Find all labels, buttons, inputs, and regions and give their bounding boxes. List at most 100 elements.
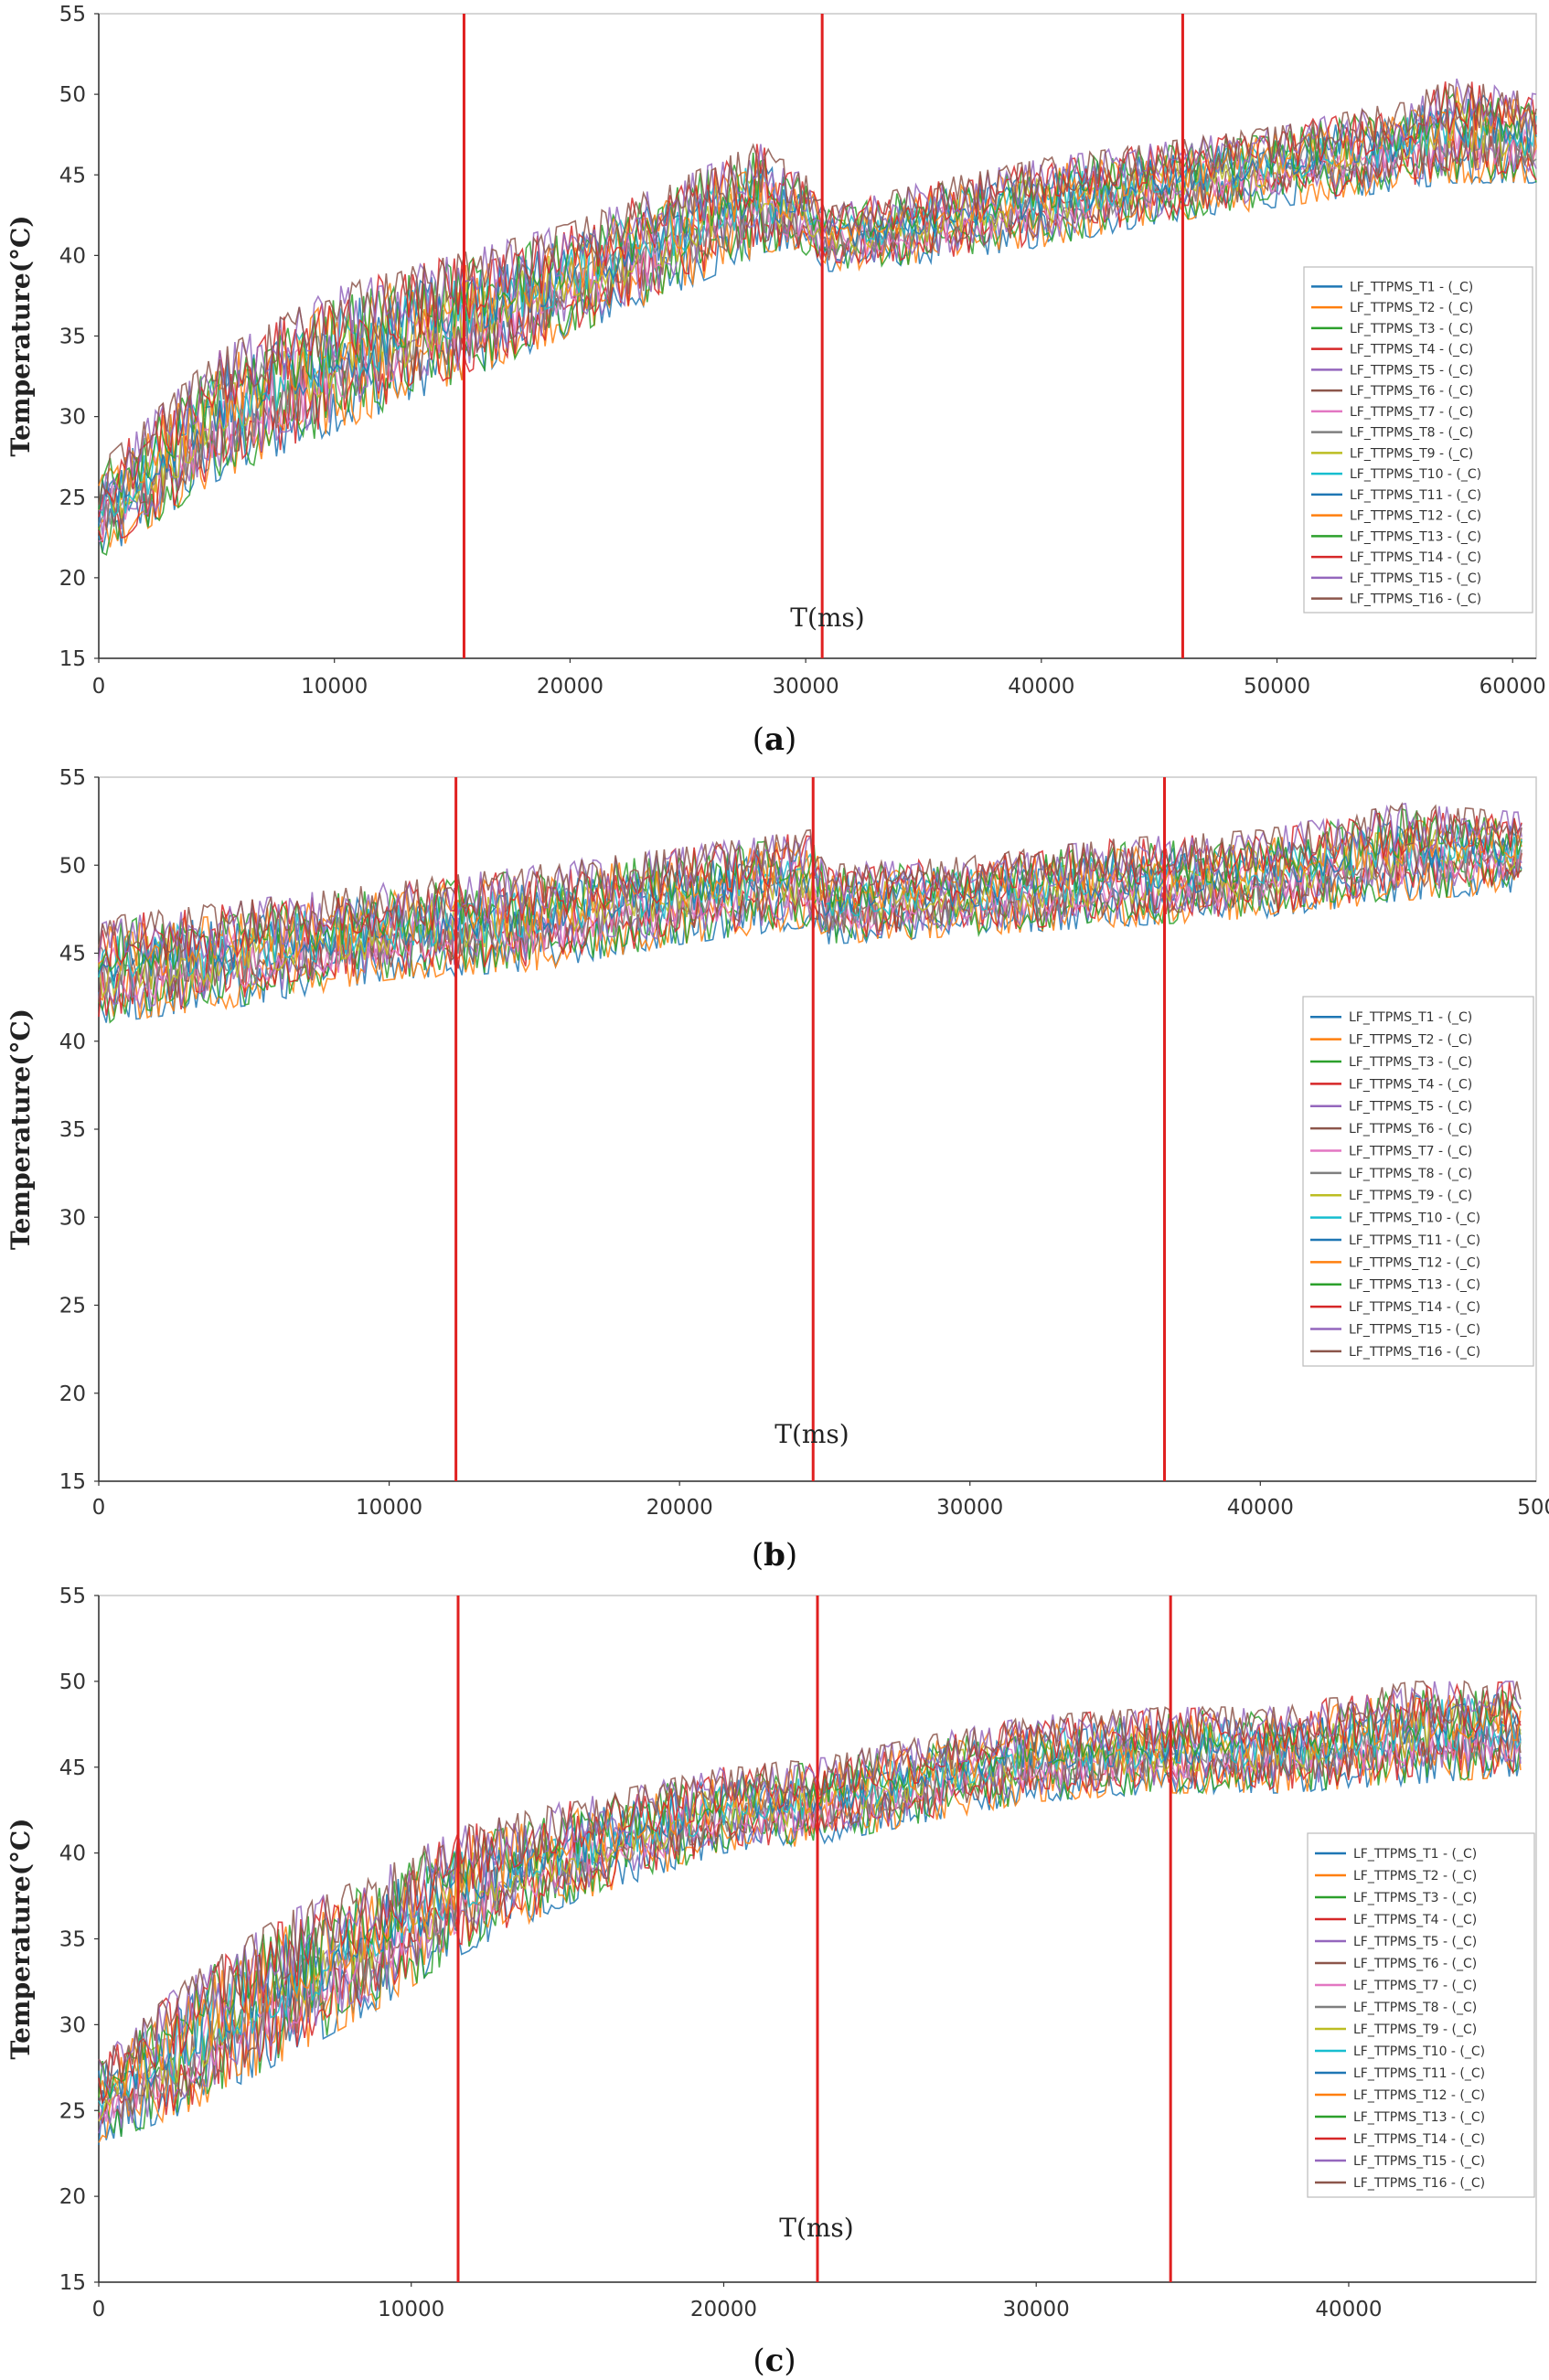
legend: LF_TTPMS_T1 - (_C) LF_TTPMS_T2 - (_C) LF_T…	[1302, 996, 1534, 1367]
legend-entry-label: LF_TTPMS_T5 - (_C)	[1349, 1100, 1472, 1115]
legend-box	[1303, 266, 1533, 614]
legend-entry-label: LF_TTPMS_T1 - (_C)	[1353, 1847, 1477, 1862]
y-tick-label: 45	[59, 943, 86, 966]
legend-entry-label: LF_TTPMS_T3 - (_C)	[1350, 322, 1473, 336]
panel-c-chart: 15 20 25 30 35 40 45 50 55 0 10000 20000 30000 40000 T…	[5, 1585, 1537, 2379]
legend-entry-label: LF_TTPMS_T2 - (_C)	[1350, 301, 1473, 315]
y-tick-label: 40	[59, 1030, 86, 1054]
legend-box	[1307, 1832, 1535, 2198]
legend-entry-label: LF_TTPMS_T10 - (_C)	[1350, 467, 1481, 482]
y-tick-label: 30	[59, 2013, 86, 2037]
x-tick-label: 30000	[1003, 2298, 1070, 2321]
x-axis-label: T(ms)	[790, 603, 864, 633]
y-tick-label: 35	[59, 1928, 86, 1952]
series-line-15	[98, 1681, 1522, 2092]
legend-entry-label: LF_TTPMS_T3 - (_C)	[1353, 1891, 1477, 1905]
legend-entry-label: LF_TTPMS_T6 - (_C)	[1350, 384, 1473, 399]
legend-entry-label: LF_TTPMS_T15 - (_C)	[1353, 2154, 1485, 2169]
legend-entry-label: LF_TTPMS_T16 - (_C)	[1349, 1345, 1480, 1360]
x-tick-label: 60000	[1480, 675, 1546, 699]
y-tick-label: 15	[59, 2271, 86, 2295]
legend-entry-label: LF_TTPMS_T1 - (_C)	[1349, 1010, 1472, 1025]
series-line-11	[98, 1692, 1522, 2105]
x-tick-label: 40000	[1227, 1496, 1294, 1520]
y-tick-label: 20	[59, 2185, 86, 2209]
legend: LF_TTPMS_T1 - (_C) LF_TTPMS_T2 - (_C) LF_T…	[1303, 266, 1533, 614]
legend-entry-label: LF_TTPMS_T16 - (_C)	[1350, 592, 1481, 607]
legend-entry-label: LF_TTPMS_T14 - (_C)	[1353, 2132, 1485, 2147]
series-line-16	[98, 1680, 1522, 2088]
legend-entry-label: LF_TTPMS_T9 - (_C)	[1353, 2022, 1477, 2037]
legend-entry-label: LF_TTPMS_T13 - (_C)	[1353, 2110, 1485, 2125]
legend-entry-label: LF_TTPMS_T14 - (_C)	[1350, 550, 1481, 565]
legend-entry-label: LF_TTPMS_T4 - (_C)	[1350, 343, 1473, 358]
series-group	[98, 1680, 1522, 2145]
y-tick-label: 25	[59, 1295, 86, 1318]
y-tick-label: 20	[59, 1382, 86, 1406]
legend: LF_TTPMS_T1 - (_C) LF_TTPMS_T2 - (_C) LF_T…	[1307, 1832, 1535, 2198]
y-tick-label: 25	[59, 486, 86, 510]
y-tick-label: 35	[59, 326, 86, 349]
x-tick-label: 50000	[1517, 1496, 1549, 1520]
legend-entry-label: LF_TTPMS_T14 - (_C)	[1349, 1300, 1480, 1315]
legend-entry-label: LF_TTPMS_T6 - (_C)	[1349, 1122, 1472, 1137]
legend-entry-label: LF_TTPMS_T5 - (_C)	[1350, 363, 1473, 378]
x-axis-label: T(ms)	[779, 2213, 853, 2243]
y-tick-label: 45	[59, 164, 86, 187]
y-tick-label: 50	[59, 83, 86, 107]
x-tick-label: 10000	[356, 1496, 422, 1520]
legend-entry-label: LF_TTPMS_T8 - (_C)	[1349, 1167, 1472, 1181]
legend-entry-label: LF_TTPMS_T3 - (_C)	[1349, 1055, 1472, 1070]
legend-entry-label: LF_TTPMS_T13 - (_C)	[1350, 529, 1481, 544]
legend-entry-label: LF_TTPMS_T7 - (_C)	[1349, 1144, 1472, 1158]
y-tick-label: 15	[59, 647, 86, 671]
legend-entry-label: LF_TTPMS_T7 - (_C)	[1350, 405, 1473, 420]
legend-entry-label: LF_TTPMS_T15 - (_C)	[1350, 571, 1481, 586]
series-line-14	[98, 1681, 1522, 2105]
series-line-15	[98, 78, 1537, 512]
x-tick-label: 20000	[537, 675, 604, 699]
series-line-16	[98, 82, 1537, 506]
legend-entry-label: LF_TTPMS_T2 - (_C)	[1353, 1869, 1477, 1884]
legend-entry-label: LF_TTPMS_T15 - (_C)	[1349, 1322, 1480, 1337]
y-tick-label: 20	[59, 567, 86, 591]
y-tick-label: 55	[59, 1585, 86, 1608]
legend-entry-label: LF_TTPMS_T11 - (_C)	[1349, 1233, 1480, 1248]
legend-entry-label: LF_TTPMS_T8 - (_C)	[1353, 2001, 1477, 2015]
y-tick-label: 55	[59, 766, 86, 790]
legend-entry-label: LF_TTPMS_T16 - (_C)	[1353, 2176, 1485, 2191]
legend-entry-label: LF_TTPMS_T6 - (_C)	[1353, 1957, 1477, 1971]
y-tick-label: 25	[59, 2099, 86, 2123]
panel-caption: (c)	[753, 2343, 796, 2379]
x-tick-label: 30000	[773, 675, 839, 699]
y-tick-label: 50	[59, 1670, 86, 1694]
legend-entry-label: LF_TTPMS_T11 - (_C)	[1350, 488, 1481, 503]
series-line-5	[98, 842, 1522, 1010]
legend-entry-label: LF_TTPMS_T9 - (_C)	[1350, 446, 1473, 461]
x-tick-label: 40000	[1008, 675, 1074, 699]
panel-caption: (a)	[753, 721, 797, 758]
series-line-16	[98, 802, 1522, 955]
y-tick-label: 30	[59, 406, 86, 430]
y-tick-label: 30	[59, 1206, 86, 1230]
legend-entry-label: LF_TTPMS_T10 - (_C)	[1349, 1211, 1480, 1226]
x-tick-label: 50000	[1244, 675, 1310, 699]
legend-entry-label: LF_TTPMS_T5 - (_C)	[1353, 1935, 1477, 1949]
y-tick-label: 40	[59, 1842, 86, 1866]
x-tick-label: 0	[92, 1496, 106, 1520]
legend-entry-label: LF_TTPMS_T2 - (_C)	[1349, 1033, 1472, 1048]
legend-entry-label: LF_TTPMS_T9 - (_C)	[1349, 1189, 1472, 1203]
y-axis-label: Temperature(°C)	[5, 216, 36, 457]
x-axis-label: T(ms)	[774, 1419, 849, 1449]
panel-caption: (b)	[752, 1537, 797, 1574]
y-tick-label: 40	[59, 244, 86, 268]
panel-a-chart: 15 20 25 30 35 40 45 50 55 0 10000 20000 30000 40000 5…	[5, 3, 1546, 758]
legend-box	[1302, 996, 1534, 1367]
x-tick-label: 10000	[301, 675, 368, 699]
x-tick-label: 0	[92, 675, 106, 699]
y-tick-label: 55	[59, 3, 86, 27]
x-tick-label: 10000	[378, 2298, 444, 2321]
y-tick-label: 35	[59, 1118, 86, 1142]
series-group	[98, 78, 1537, 556]
